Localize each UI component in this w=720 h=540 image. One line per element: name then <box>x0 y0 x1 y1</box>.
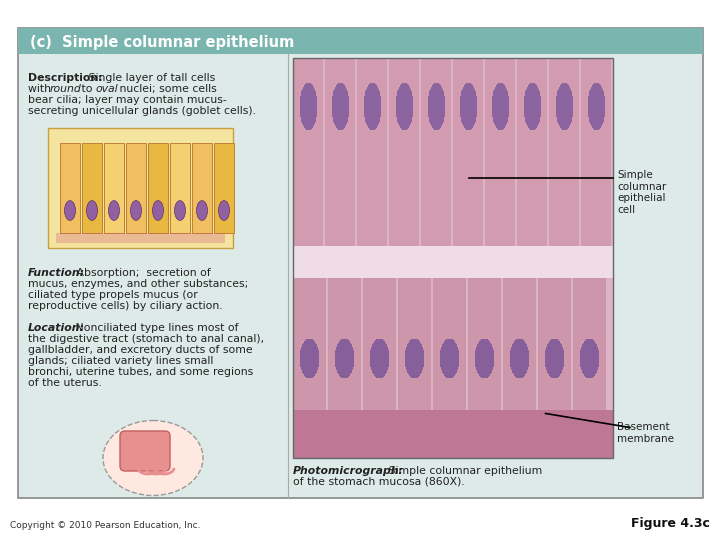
Text: bronchi, uterine tubes, and some regions: bronchi, uterine tubes, and some regions <box>28 367 253 377</box>
Text: Function:: Function: <box>28 268 85 278</box>
Text: of the stomach mucosa (860X).: of the stomach mucosa (860X). <box>293 477 464 487</box>
Bar <box>148 143 168 233</box>
Bar <box>48 128 233 248</box>
Ellipse shape <box>130 200 142 220</box>
Text: Simple columnar epithelium: Simple columnar epithelium <box>385 466 542 476</box>
Text: secreting unicellular glands (goblet cells).: secreting unicellular glands (goblet cel… <box>28 106 256 116</box>
Ellipse shape <box>65 200 76 220</box>
Text: (c)  Simple columnar epithelium: (c) Simple columnar epithelium <box>30 35 294 50</box>
Ellipse shape <box>103 421 203 496</box>
Text: Photomicrograph:: Photomicrograph: <box>293 466 404 476</box>
Text: bear cilia; layer may contain mucus-: bear cilia; layer may contain mucus- <box>28 95 227 105</box>
Text: oval: oval <box>95 84 117 94</box>
Text: Copyright © 2010 Pearson Education, Inc.: Copyright © 2010 Pearson Education, Inc. <box>10 521 200 530</box>
Bar <box>60 143 80 233</box>
Text: Figure 4.3c: Figure 4.3c <box>631 517 710 530</box>
Bar <box>56 233 225 243</box>
Text: gallbladder, and excretory ducts of some: gallbladder, and excretory ducts of some <box>28 345 253 355</box>
Text: Nonciliated type lines most of: Nonciliated type lines most of <box>72 323 238 333</box>
Bar <box>126 143 146 233</box>
Text: ciliated type propels mucus (or: ciliated type propels mucus (or <box>28 290 198 300</box>
Ellipse shape <box>109 200 120 220</box>
Text: Single layer of tall cells: Single layer of tall cells <box>85 73 215 83</box>
Text: Location:: Location: <box>28 323 85 333</box>
Bar <box>82 143 102 233</box>
Ellipse shape <box>218 200 230 220</box>
Ellipse shape <box>174 200 186 220</box>
Text: Absorption;  secretion of: Absorption; secretion of <box>73 268 211 278</box>
Text: mucus, enzymes, and other substances;: mucus, enzymes, and other substances; <box>28 279 248 289</box>
Text: nuclei; some cells: nuclei; some cells <box>116 84 217 94</box>
Text: the digestive tract (stomach to anal canal),: the digestive tract (stomach to anal can… <box>28 334 264 344</box>
Text: Basement
membrane: Basement membrane <box>617 422 674 443</box>
Text: glands; ciliated variety lines small: glands; ciliated variety lines small <box>28 356 213 366</box>
Text: of the uterus.: of the uterus. <box>28 378 102 388</box>
Text: Description:: Description: <box>28 73 103 83</box>
Bar <box>214 143 234 233</box>
Bar <box>18 28 703 54</box>
FancyBboxPatch shape <box>120 431 170 471</box>
Ellipse shape <box>153 200 163 220</box>
Text: to: to <box>78 84 96 94</box>
Ellipse shape <box>197 200 207 220</box>
Text: reproductive cells) by ciliary action.: reproductive cells) by ciliary action. <box>28 301 222 311</box>
Text: round: round <box>50 84 82 94</box>
Text: Simple
columnar
epithelial
cell: Simple columnar epithelial cell <box>617 170 666 215</box>
Bar <box>293 58 613 458</box>
Ellipse shape <box>86 200 97 220</box>
Bar <box>18 28 703 498</box>
Bar <box>192 143 212 233</box>
Bar <box>170 143 190 233</box>
Text: with: with <box>28 84 55 94</box>
Bar <box>104 143 124 233</box>
